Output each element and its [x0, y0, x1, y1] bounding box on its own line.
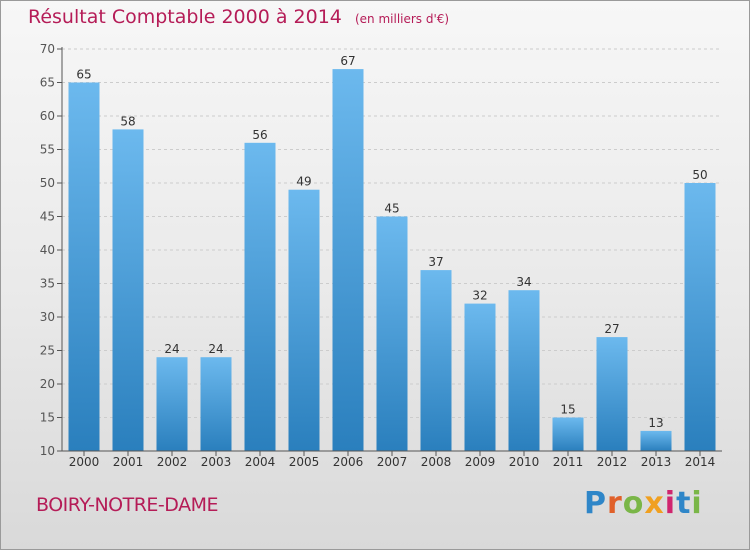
value-label-2001: 58	[120, 114, 135, 128]
x-tick-label-2003: 2003	[201, 455, 232, 469]
axes: 10 15 20 25 30 35 40 45 50 55 60 65 70 2000 2001 2002 20…	[40, 42, 722, 469]
value-label-2014: 50	[692, 168, 707, 182]
bar-2001	[112, 129, 144, 451]
y-tick-label: 10	[40, 444, 55, 458]
value-label-2012: 27	[604, 322, 619, 336]
bar-2000	[68, 82, 100, 451]
x-tick-label-2013: 2013	[641, 455, 672, 469]
bar-2009	[464, 303, 496, 451]
value-label-2006: 67	[340, 54, 355, 68]
x-tick-label-2010: 2010	[509, 455, 540, 469]
value-label-2005: 49	[296, 175, 311, 189]
bar-2008	[420, 270, 452, 451]
chart-subtitle: (en milliers d'€)	[354, 12, 450, 26]
value-label-2013: 13	[648, 416, 663, 430]
value-label-2004: 56	[252, 128, 267, 142]
city-name: BOIRY-NOTRE-DAME	[36, 494, 218, 516]
y-tick-label: 25	[40, 344, 55, 358]
chart-title: Résultat Comptable 2000 à 2014	[28, 6, 342, 28]
y-tick-label: 60	[40, 109, 55, 123]
logo-letter: o	[622, 486, 645, 521]
value-label-2008: 37	[428, 255, 443, 269]
y-tick-label: 55	[40, 143, 55, 157]
y-tick-label: 40	[40, 243, 55, 257]
logo-letter: t	[676, 486, 692, 521]
bar-2003	[200, 357, 232, 451]
y-tick-label: 20	[40, 377, 55, 391]
logo-letter: r	[607, 486, 623, 521]
value-label-2011: 15	[560, 403, 575, 417]
x-tick-label-2002: 2002	[157, 455, 188, 469]
bar-2012	[596, 337, 628, 451]
bar-2010	[508, 290, 540, 451]
y-tick-label: 35	[40, 277, 55, 291]
x-tick-label-2009: 2009	[465, 455, 496, 469]
bar-2014	[684, 183, 716, 451]
y-tick-label: 70	[40, 42, 55, 56]
x-tick-label-2014: 2014	[685, 455, 716, 469]
y-tick-label: 45	[40, 210, 55, 224]
bars: 65 58 24 24 56 49 67 45 37 32 34 15 27 13 50	[68, 54, 716, 452]
x-tick-label-2004: 2004	[245, 455, 276, 469]
value-label-2000: 65	[76, 68, 91, 82]
y-tick-label: 15	[40, 411, 55, 425]
value-label-2010: 34	[516, 275, 531, 289]
y-tick-label: 30	[40, 310, 55, 324]
value-label-2009: 32	[472, 289, 487, 303]
x-tick-label-2005: 2005	[289, 455, 320, 469]
x-tick-label-2001: 2001	[113, 455, 144, 469]
y-tick-label: 65	[40, 76, 55, 90]
logo-letter: P	[584, 486, 607, 521]
x-tick-label-2012: 2012	[597, 455, 628, 469]
x-tick-label-2000: 2000	[69, 455, 100, 469]
bar-2002	[156, 357, 188, 451]
value-label-2003: 24	[208, 342, 223, 356]
x-tick-label-2006: 2006	[333, 455, 364, 469]
y-tick-label: 50	[40, 176, 55, 190]
bar-2007	[376, 216, 408, 451]
bar-2005	[288, 189, 320, 451]
logo-letter: i	[691, 486, 703, 521]
x-tick-label-2007: 2007	[377, 455, 408, 469]
x-tick-label-2008: 2008	[421, 455, 452, 469]
value-label-2002: 24	[164, 342, 179, 356]
chart-title-block: Résultat Comptable 2000 à 2014 (en milli…	[28, 6, 449, 28]
logo-letter: i	[664, 486, 677, 521]
x-tick-label-2011: 2011	[553, 455, 584, 469]
bar-2011	[552, 417, 584, 451]
proxiti-logo: Proxiti	[584, 486, 703, 521]
logo-letter: x	[644, 486, 665, 521]
bar-2006	[332, 69, 364, 451]
bar-2013	[640, 430, 672, 451]
value-label-2007: 45	[384, 202, 399, 216]
bar-2004	[244, 142, 276, 452]
